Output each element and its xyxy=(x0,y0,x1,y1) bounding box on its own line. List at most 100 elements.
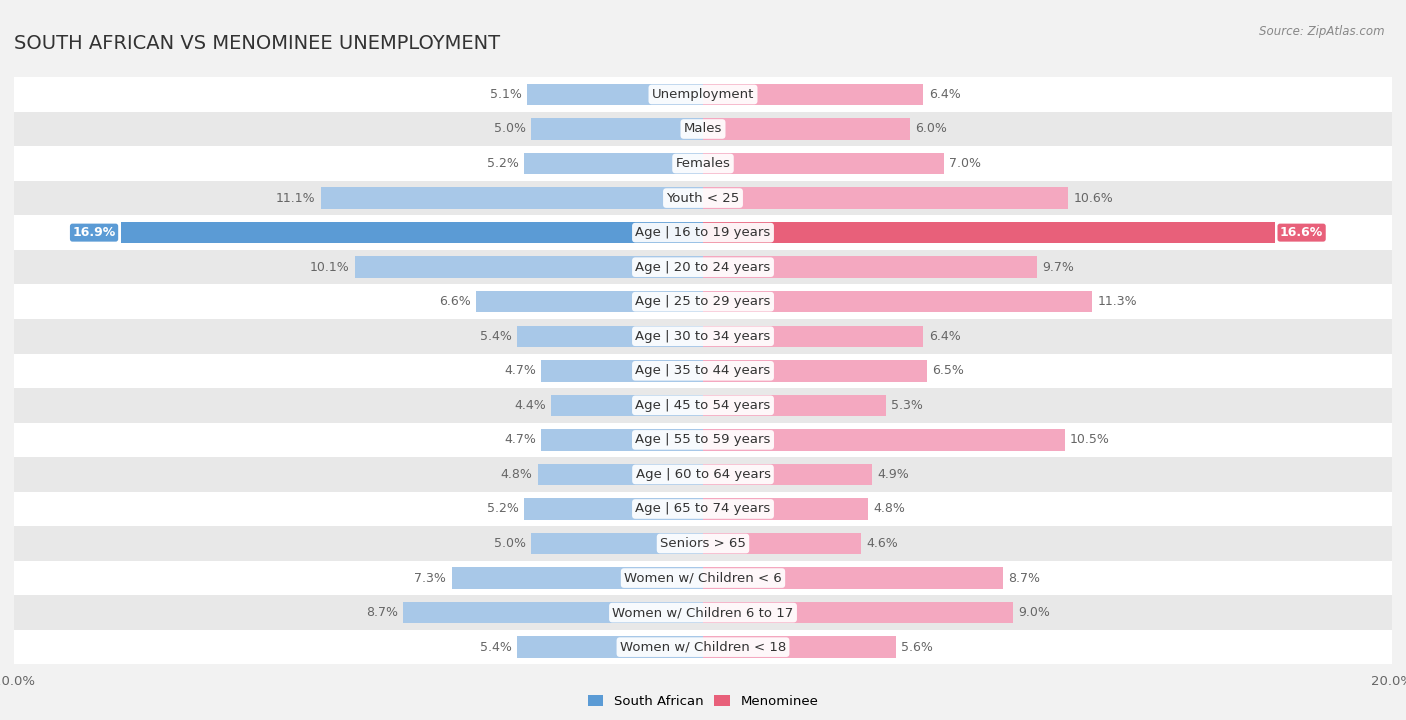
Text: 11.3%: 11.3% xyxy=(1098,295,1137,308)
Bar xyxy=(703,256,1038,278)
Text: 4.7%: 4.7% xyxy=(505,364,536,377)
Text: 5.2%: 5.2% xyxy=(486,503,519,516)
Text: SOUTH AFRICAN VS MENOMINEE UNEMPLOYMENT: SOUTH AFRICAN VS MENOMINEE UNEMPLOYMENT xyxy=(14,34,501,53)
Bar xyxy=(14,112,1392,146)
Bar xyxy=(537,464,703,485)
Text: 10.6%: 10.6% xyxy=(1073,192,1114,204)
Text: 6.4%: 6.4% xyxy=(928,88,960,101)
Text: 7.0%: 7.0% xyxy=(949,157,981,170)
Text: 5.4%: 5.4% xyxy=(479,330,512,343)
Text: 10.1%: 10.1% xyxy=(311,261,350,274)
Bar xyxy=(14,146,1392,181)
Bar xyxy=(121,222,703,243)
Text: Age | 65 to 74 years: Age | 65 to 74 years xyxy=(636,503,770,516)
Bar xyxy=(524,153,703,174)
Text: 4.8%: 4.8% xyxy=(501,468,533,481)
Bar xyxy=(703,636,896,658)
Text: Age | 45 to 54 years: Age | 45 to 54 years xyxy=(636,399,770,412)
Bar xyxy=(703,153,945,174)
Bar xyxy=(14,77,1392,112)
Bar xyxy=(14,595,1392,630)
Bar xyxy=(14,250,1392,284)
Text: 6.6%: 6.6% xyxy=(439,295,471,308)
Text: Age | 25 to 29 years: Age | 25 to 29 years xyxy=(636,295,770,308)
Text: 9.7%: 9.7% xyxy=(1042,261,1074,274)
Text: 10.5%: 10.5% xyxy=(1070,433,1109,446)
Text: 8.7%: 8.7% xyxy=(366,606,398,619)
Text: 6.5%: 6.5% xyxy=(932,364,965,377)
Bar xyxy=(14,457,1392,492)
Text: 5.3%: 5.3% xyxy=(891,399,922,412)
Bar xyxy=(14,215,1392,250)
Text: 6.0%: 6.0% xyxy=(915,122,946,135)
Text: Unemployment: Unemployment xyxy=(652,88,754,101)
Text: 5.2%: 5.2% xyxy=(486,157,519,170)
Bar xyxy=(14,388,1392,423)
Text: 9.0%: 9.0% xyxy=(1018,606,1050,619)
Bar xyxy=(703,395,886,416)
Bar xyxy=(703,429,1064,451)
Text: 5.4%: 5.4% xyxy=(479,641,512,654)
Bar xyxy=(703,118,910,140)
Bar xyxy=(703,464,872,485)
Text: 16.6%: 16.6% xyxy=(1279,226,1323,239)
Bar xyxy=(14,561,1392,595)
Text: Age | 55 to 59 years: Age | 55 to 59 years xyxy=(636,433,770,446)
Text: 8.7%: 8.7% xyxy=(1008,572,1040,585)
Text: 6.4%: 6.4% xyxy=(928,330,960,343)
Bar xyxy=(703,567,1002,589)
Text: Females: Females xyxy=(675,157,731,170)
Text: 5.6%: 5.6% xyxy=(901,641,934,654)
Bar xyxy=(703,360,927,382)
Bar xyxy=(703,325,924,347)
Bar xyxy=(14,423,1392,457)
Bar xyxy=(517,325,703,347)
Text: 11.1%: 11.1% xyxy=(276,192,315,204)
Text: 4.8%: 4.8% xyxy=(873,503,905,516)
Bar xyxy=(14,284,1392,319)
Text: 7.3%: 7.3% xyxy=(415,572,446,585)
Bar xyxy=(703,498,869,520)
Text: Age | 16 to 19 years: Age | 16 to 19 years xyxy=(636,226,770,239)
Text: Seniors > 65: Seniors > 65 xyxy=(659,537,747,550)
Bar xyxy=(14,630,1392,665)
Bar xyxy=(14,492,1392,526)
Text: Women w/ Children < 6: Women w/ Children < 6 xyxy=(624,572,782,585)
Bar xyxy=(356,256,703,278)
Text: 4.9%: 4.9% xyxy=(877,468,908,481)
Bar xyxy=(14,354,1392,388)
Text: 4.6%: 4.6% xyxy=(866,537,898,550)
Bar xyxy=(531,118,703,140)
Bar xyxy=(541,429,703,451)
Text: 5.1%: 5.1% xyxy=(491,88,522,101)
Bar xyxy=(14,319,1392,354)
Bar xyxy=(524,498,703,520)
Bar xyxy=(475,291,703,312)
Bar xyxy=(451,567,703,589)
Text: 4.7%: 4.7% xyxy=(505,433,536,446)
Text: Age | 20 to 24 years: Age | 20 to 24 years xyxy=(636,261,770,274)
Text: 16.9%: 16.9% xyxy=(73,226,115,239)
Bar xyxy=(703,84,924,105)
Bar xyxy=(703,187,1069,209)
Text: 5.0%: 5.0% xyxy=(494,122,526,135)
Bar xyxy=(517,636,703,658)
Text: Women w/ Children 6 to 17: Women w/ Children 6 to 17 xyxy=(613,606,793,619)
Bar xyxy=(541,360,703,382)
Bar xyxy=(14,181,1392,215)
Text: 4.4%: 4.4% xyxy=(515,399,547,412)
Bar xyxy=(14,526,1392,561)
Text: Age | 30 to 34 years: Age | 30 to 34 years xyxy=(636,330,770,343)
Legend: South African, Menominee: South African, Menominee xyxy=(588,695,818,708)
Text: Youth < 25: Youth < 25 xyxy=(666,192,740,204)
Bar xyxy=(551,395,703,416)
Bar xyxy=(527,84,703,105)
Bar xyxy=(703,222,1275,243)
Text: Age | 35 to 44 years: Age | 35 to 44 years xyxy=(636,364,770,377)
Text: Source: ZipAtlas.com: Source: ZipAtlas.com xyxy=(1260,25,1385,38)
Bar xyxy=(531,533,703,554)
Text: Age | 60 to 64 years: Age | 60 to 64 years xyxy=(636,468,770,481)
Bar xyxy=(703,291,1092,312)
Text: 5.0%: 5.0% xyxy=(494,537,526,550)
Text: Women w/ Children < 18: Women w/ Children < 18 xyxy=(620,641,786,654)
